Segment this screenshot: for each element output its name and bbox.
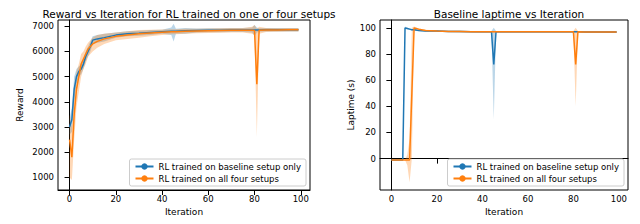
svg-text:100: 100 (360, 23, 376, 33)
svg-text:40: 40 (365, 101, 376, 111)
svg-text:Iteration: Iteration (485, 207, 523, 217)
svg-text:Laptime (s): Laptime (s) (346, 79, 356, 130)
svg-text:RL trained on all four setups: RL trained on all four setups (158, 174, 279, 184)
svg-text:40: 40 (157, 194, 168, 204)
svg-text:20: 20 (431, 194, 442, 204)
svg-text:6000: 6000 (32, 46, 54, 56)
svg-text:0: 0 (371, 154, 376, 164)
svg-text:Reward: Reward (15, 88, 25, 122)
svg-text:Iteration: Iteration (165, 207, 203, 217)
svg-text:40: 40 (477, 194, 488, 204)
svg-text:3000: 3000 (32, 122, 54, 132)
svg-text:0: 0 (389, 194, 394, 204)
svg-text:5000: 5000 (32, 72, 54, 82)
svg-text:Baseline laptime vs Iteration: Baseline laptime vs Iteration (434, 8, 585, 20)
svg-text:Reward vs Iteration for RL tra: Reward vs Iteration for RL trained on on… (42, 8, 335, 20)
svg-text:RL trained on all four setups: RL trained on all four setups (476, 174, 597, 184)
svg-text:0: 0 (67, 194, 72, 204)
svg-text:100: 100 (293, 194, 309, 204)
svg-text:60: 60 (365, 75, 376, 85)
svg-text:80: 80 (568, 194, 579, 204)
svg-text:7000: 7000 (32, 21, 54, 31)
svg-text:20: 20 (365, 127, 376, 137)
svg-text:RL trained on baseline setup o: RL trained on baseline setup only (158, 162, 301, 172)
svg-text:80: 80 (365, 49, 376, 59)
svg-text:2000: 2000 (32, 147, 54, 157)
svg-text:80: 80 (249, 194, 260, 204)
svg-text:60: 60 (522, 194, 533, 204)
svg-text:4000: 4000 (32, 97, 54, 107)
svg-text:60: 60 (203, 194, 214, 204)
svg-text:20: 20 (110, 194, 121, 204)
svg-text:RL trained on baseline setup o: RL trained on baseline setup only (476, 162, 619, 172)
svg-text:100: 100 (611, 194, 627, 204)
svg-text:1000: 1000 (32, 172, 54, 182)
